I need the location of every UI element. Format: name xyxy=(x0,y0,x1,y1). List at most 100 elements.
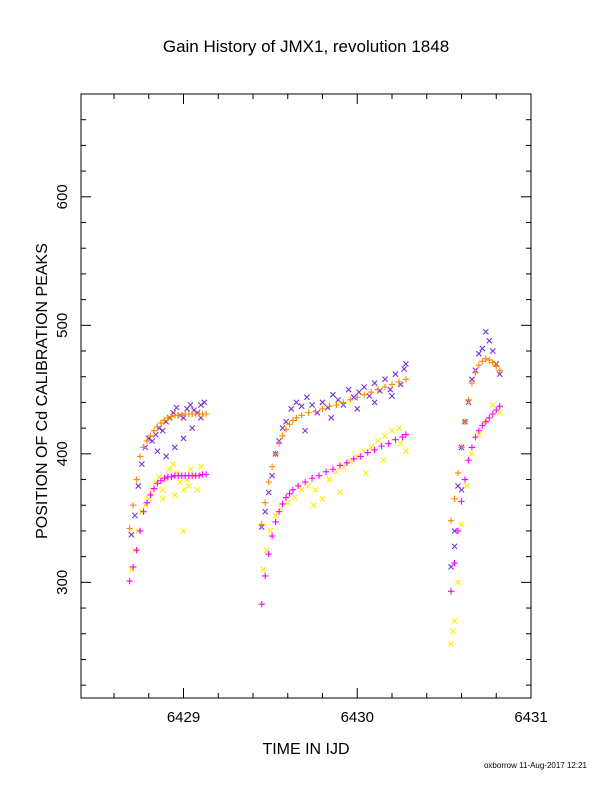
data-point xyxy=(454,469,462,477)
data-point xyxy=(265,478,272,486)
data-point xyxy=(389,427,395,434)
data-point xyxy=(482,418,490,425)
data-point xyxy=(402,360,409,367)
data-point xyxy=(258,600,265,608)
data-point xyxy=(455,579,462,586)
data-point xyxy=(447,588,455,595)
data-point xyxy=(451,543,458,550)
data-point xyxy=(448,563,455,570)
data-point xyxy=(312,486,319,493)
data-point xyxy=(382,376,389,383)
data-point xyxy=(282,494,290,501)
data-point xyxy=(354,405,361,412)
data-point xyxy=(395,378,403,386)
data-point xyxy=(461,476,469,483)
data-point xyxy=(451,559,458,567)
data-point xyxy=(157,477,165,485)
data-point xyxy=(399,433,406,441)
data-point xyxy=(305,409,312,416)
data-point xyxy=(143,499,151,506)
data-point xyxy=(449,628,456,635)
data-point xyxy=(258,521,265,528)
data-point xyxy=(493,363,500,370)
data-point xyxy=(195,472,203,479)
data-point xyxy=(336,462,344,469)
data-point xyxy=(326,403,333,410)
footer-credit: oxborrow 11-Aug-2017 12:21 xyxy=(484,761,588,770)
data-point xyxy=(322,468,330,476)
data-point xyxy=(267,527,274,534)
data-point xyxy=(262,508,269,515)
data-point xyxy=(154,480,161,487)
data-point xyxy=(164,414,172,422)
data-point xyxy=(465,457,472,464)
data-point xyxy=(135,482,142,489)
data-point xyxy=(402,376,410,383)
data-point xyxy=(475,427,483,434)
data-point xyxy=(272,518,279,526)
data-point xyxy=(159,495,166,502)
data-point xyxy=(378,442,385,450)
y-axis-label: POSITION OF Cd CALIBRATION PEAKS xyxy=(34,243,51,539)
data-point xyxy=(180,435,187,442)
data-point xyxy=(461,418,469,425)
data-point xyxy=(140,444,147,451)
data-point xyxy=(301,478,309,486)
data-point xyxy=(187,466,194,473)
data-point xyxy=(472,433,479,441)
data-point xyxy=(458,498,465,505)
x-tick-label: 6429 xyxy=(167,709,200,726)
data-point xyxy=(171,491,178,498)
data-point xyxy=(275,508,283,515)
data-point xyxy=(479,358,486,365)
data-point xyxy=(189,425,196,432)
data-point xyxy=(468,444,476,451)
data-point xyxy=(170,461,177,468)
data-point xyxy=(303,394,310,401)
data-point xyxy=(163,453,170,460)
data-point xyxy=(395,425,402,432)
data-point xyxy=(157,419,165,427)
data-point xyxy=(347,396,354,404)
data-point xyxy=(364,449,371,456)
data-point xyxy=(465,396,472,404)
data-point xyxy=(168,473,175,481)
data-point xyxy=(388,381,396,388)
x-tick-label: 6431 xyxy=(514,709,547,726)
data-point xyxy=(298,486,305,493)
data-point xyxy=(272,450,279,458)
data-point xyxy=(265,550,272,558)
data-point xyxy=(354,394,361,401)
y-tick-label: 300 xyxy=(54,570,71,595)
data-point xyxy=(371,446,378,454)
data-point xyxy=(279,432,286,440)
data-point xyxy=(302,427,309,434)
data-point xyxy=(286,421,293,428)
data-point xyxy=(482,355,490,362)
data-point xyxy=(350,455,357,463)
y-tick-label: 400 xyxy=(54,441,71,466)
axis-ticks: 6429 6430 6431 300 400 500 600 xyxy=(54,93,548,726)
data-point xyxy=(282,426,290,433)
y-tick-label: 500 xyxy=(54,313,71,338)
data-point xyxy=(133,547,140,554)
data-point xyxy=(489,410,496,418)
data-point xyxy=(201,399,208,406)
data-point xyxy=(328,414,335,421)
data-point xyxy=(291,494,298,501)
data-point xyxy=(187,402,194,408)
data-point xyxy=(356,389,362,396)
data-point xyxy=(138,461,145,468)
x-tick-label: 6430 xyxy=(341,709,374,726)
data-point xyxy=(479,345,486,352)
data-point xyxy=(133,476,140,483)
data-point xyxy=(486,337,493,344)
data-point xyxy=(482,328,489,335)
data-point xyxy=(180,527,187,534)
y-tick-label: 600 xyxy=(54,184,71,209)
data-point xyxy=(261,499,269,506)
data-point xyxy=(149,437,156,444)
data-point xyxy=(298,412,305,419)
data-point xyxy=(177,479,184,486)
data-point xyxy=(310,502,317,509)
